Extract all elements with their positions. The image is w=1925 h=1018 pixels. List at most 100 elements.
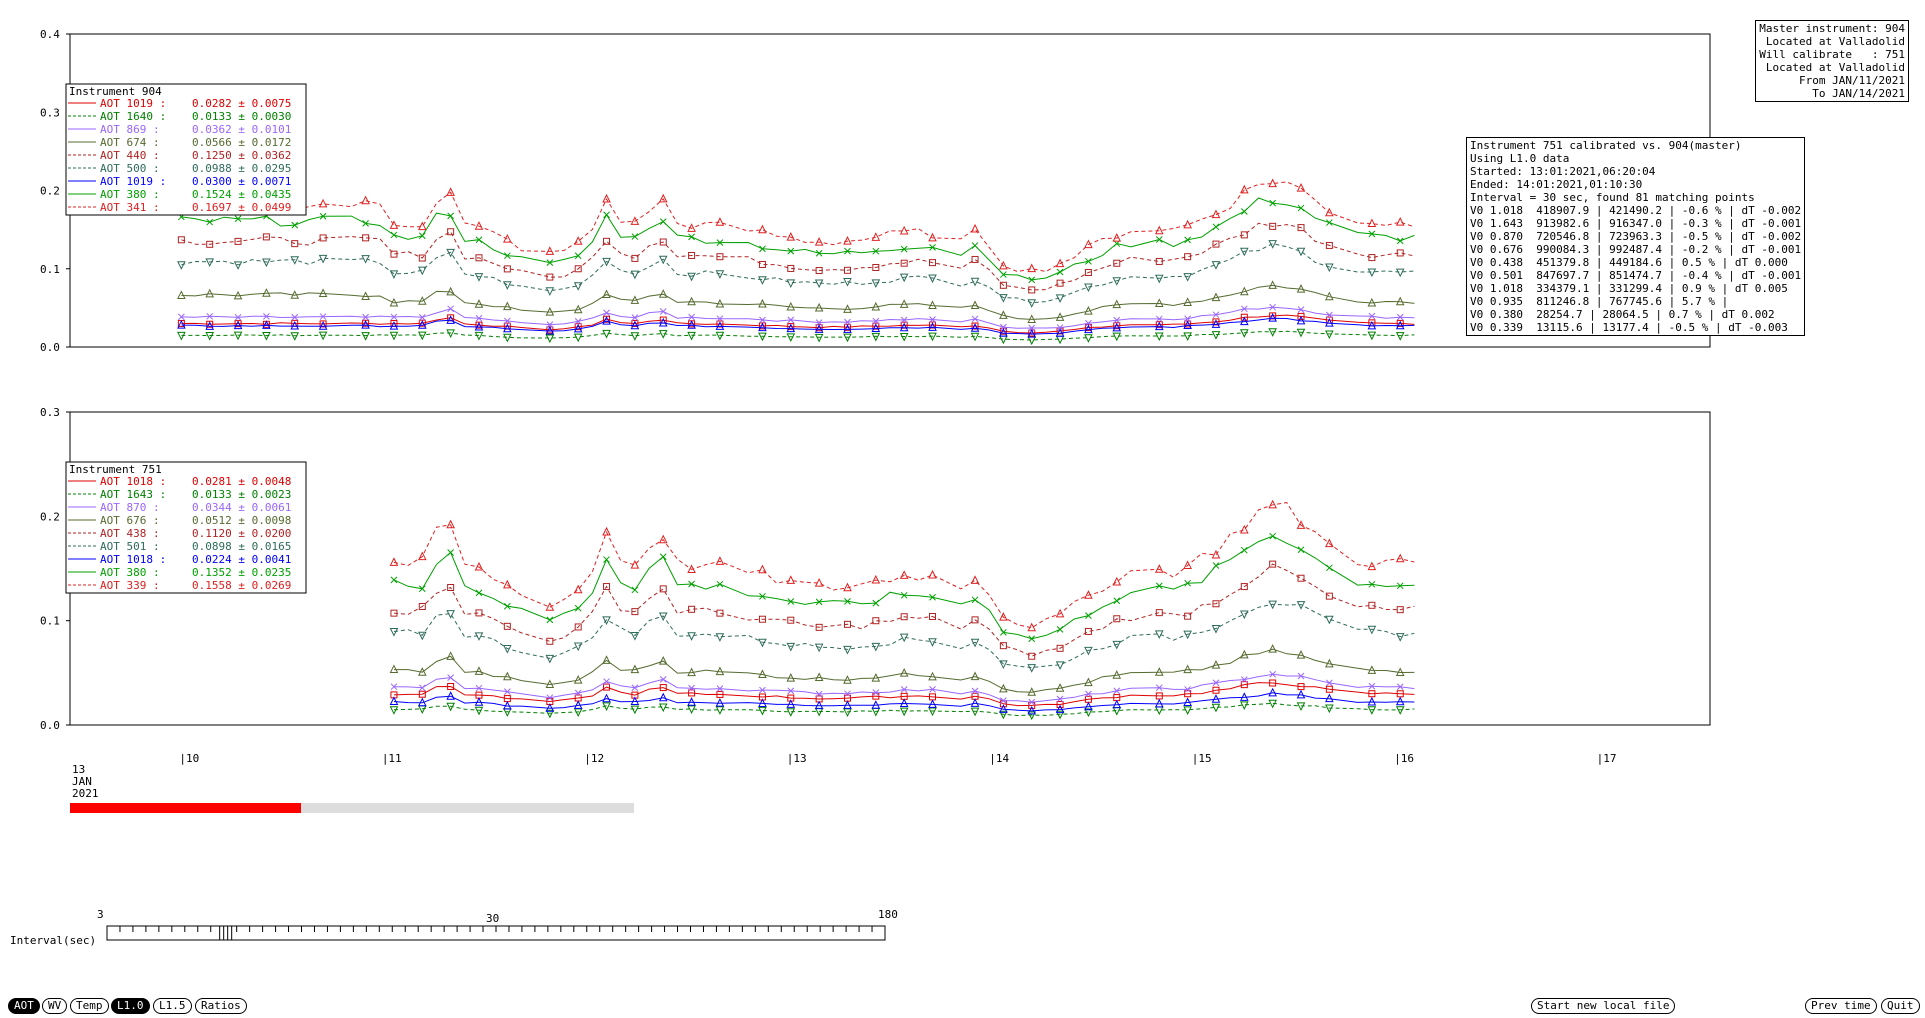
series-point (999, 612, 1008, 621)
series-point (786, 699, 796, 708)
calibration-line: V0 0.501 847697.7 | 851474.7 | -0.4 % | … (1470, 269, 1802, 282)
series-point (658, 534, 668, 544)
series-point (475, 236, 483, 244)
series-point (1297, 546, 1305, 554)
series-point (688, 251, 696, 259)
series-point (999, 660, 1008, 670)
l10-button[interactable]: L1.0 (111, 998, 150, 1014)
series-point (715, 698, 725, 707)
series-point (1084, 306, 1093, 315)
series-point (1183, 320, 1192, 330)
series-point (899, 225, 909, 235)
series-point (687, 296, 696, 306)
x-tick-label: |15 (1192, 752, 1212, 765)
series-point (1027, 336, 1037, 346)
series-point (503, 317, 511, 325)
series-point (574, 265, 582, 273)
series-point (603, 211, 610, 219)
series-point (999, 281, 1007, 289)
series-point (1112, 699, 1122, 709)
series-point (1268, 280, 1277, 289)
wv-button[interactable]: WV (42, 998, 68, 1014)
series-point (1084, 646, 1093, 656)
series-point (1154, 274, 1164, 284)
series-point (390, 231, 398, 239)
series-point (1269, 670, 1277, 678)
series-point (573, 304, 583, 314)
ratios-button[interactable]: Ratios (195, 998, 247, 1014)
legend-series-stats: 0.0512 ± 0.0098 (192, 514, 291, 527)
legend-box (65, 461, 307, 594)
series-point (1396, 319, 1404, 327)
series-point (716, 253, 724, 261)
series-point (1084, 701, 1093, 711)
series-point (758, 332, 767, 342)
series-point (545, 246, 555, 255)
series-point (545, 602, 555, 611)
quit-button[interactable]: Quit (1881, 998, 1920, 1014)
series-point (602, 693, 611, 703)
series-point (389, 297, 399, 307)
series-point (1183, 630, 1192, 640)
interval-slider-handle[interactable] (219, 925, 233, 941)
series-line (181, 317, 1415, 335)
series-point (205, 332, 215, 341)
series-point (899, 707, 909, 717)
series-point (786, 672, 796, 682)
series-point (603, 309, 610, 317)
series-point (970, 223, 980, 233)
series-point (1367, 665, 1377, 674)
y-tick-label: 0.3 (40, 406, 60, 419)
series-point (1000, 697, 1007, 704)
series-point (758, 322, 767, 332)
series-point (871, 332, 881, 342)
series-point (630, 270, 640, 280)
series-point (872, 617, 880, 625)
series-point (545, 287, 555, 296)
series-point (1212, 223, 1220, 231)
series-point (1326, 219, 1333, 226)
series-point (871, 700, 881, 709)
series-point (1183, 219, 1192, 229)
series-point (1240, 649, 1249, 659)
legend-series-name: AOT 674 : (100, 136, 160, 149)
series-point (658, 330, 668, 339)
series-point (872, 264, 880, 272)
series-point (290, 256, 300, 265)
series-point (474, 666, 484, 675)
start-new-local-file-button[interactable]: Start new local file (1531, 998, 1676, 1014)
series-point (1240, 316, 1249, 326)
series-point (928, 638, 937, 647)
series-point (899, 299, 909, 308)
series-point (687, 320, 696, 329)
series-point (1184, 315, 1191, 323)
series-point (1154, 321, 1164, 331)
series-point (928, 274, 937, 284)
series-point (1325, 704, 1334, 714)
series-point (659, 585, 667, 593)
series-point (715, 633, 725, 642)
prev-time-button[interactable]: Prev time (1805, 998, 1877, 1014)
temp-button[interactable]: Temp (70, 998, 109, 1014)
series-point (928, 707, 937, 717)
series-point (1325, 685, 1333, 693)
legend-series-stats: 0.0566 ± 0.0172 (192, 136, 291, 149)
series-point (970, 707, 980, 717)
l15-button[interactable]: L1.5 (153, 998, 192, 1014)
series-point (630, 696, 640, 706)
series-point (1269, 560, 1277, 568)
series-point (1395, 633, 1405, 642)
series-point (687, 331, 696, 341)
series-point (503, 622, 511, 630)
series-point (1084, 590, 1093, 599)
series-point (574, 252, 582, 260)
series-point (545, 703, 555, 712)
series-point (871, 673, 881, 682)
x-tick-label: |12 (584, 752, 604, 765)
series-point (872, 317, 880, 325)
aot-button[interactable]: AOT (8, 998, 40, 1014)
series-point (1154, 630, 1164, 640)
legend-series-name: AOT 870 : (100, 501, 160, 514)
x-tick-label: |11 (382, 752, 402, 765)
series-line (181, 222, 1415, 291)
